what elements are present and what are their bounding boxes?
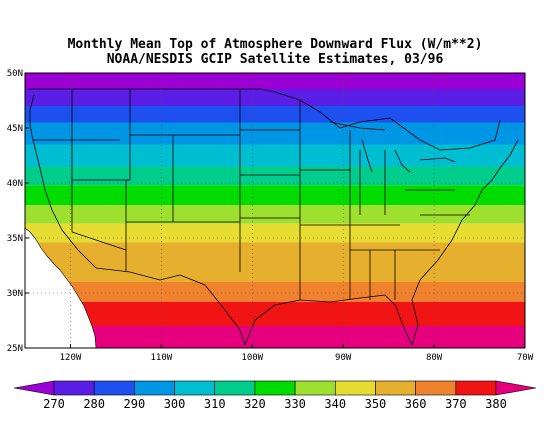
flux-band-2 — [25, 106, 525, 123]
lon-tick-label: 110W — [151, 353, 173, 363]
flux-band-4 — [25, 144, 525, 167]
map-title: Monthly Mean Top of Atmosphere Downward … — [67, 37, 483, 52]
flux-band-1 — [25, 89, 525, 106]
lon-tick-label: 70W — [517, 353, 534, 363]
map-borders — [28, 88, 519, 346]
colorbar-swatch — [174, 380, 216, 396]
pacific-ocean-mask — [25, 228, 96, 348]
map-subtitle: NOAA/NESDIS GCIP Satellite Estimates, 03… — [106, 52, 444, 67]
flux-bands — [25, 73, 525, 348]
colorbar-label: 360 — [405, 397, 427, 411]
colorbar-swatch — [53, 380, 95, 396]
flux-band-7 — [25, 205, 525, 224]
colorbar-swatch — [415, 380, 457, 396]
flux-band-11 — [25, 301, 525, 326]
lon-tick-label: 80W — [426, 353, 443, 363]
colorbar-swatch — [375, 380, 416, 396]
colorbar-max-arrow — [495, 380, 537, 396]
lat-tick-label: 40N — [7, 179, 23, 189]
flux-band-3 — [25, 122, 525, 145]
colorbar-swatch — [294, 380, 336, 396]
flux-band-9 — [25, 242, 525, 282]
colorbar-label: 290 — [124, 397, 146, 411]
colorbar-min-arrow — [13, 380, 55, 396]
colorbar-label: 320 — [244, 397, 266, 411]
colorbar: 270 280 290 300 310 320 330 340 350 360 370 380 — [13, 380, 537, 411]
map-ticks: 50N 45N 40N 35N 30N 25N 120W 110W 100W 90W 80W 70W — [7, 69, 534, 363]
lon-tick-label: 90W — [335, 353, 352, 363]
flux-band-6 — [25, 185, 525, 205]
flux-band-0 — [25, 73, 525, 90]
lat-tick-label: 30N — [7, 289, 23, 299]
colorbar-label: 370 — [445, 397, 467, 411]
flux-band-12 — [25, 326, 525, 348]
colorbar-label: 340 — [324, 397, 346, 411]
flux-band-5 — [25, 166, 525, 186]
colorbar-label: 380 — [485, 397, 507, 411]
map-gridlines — [25, 73, 525, 348]
lon-tick-label: 120W — [60, 353, 82, 363]
colorbar-swatch — [455, 380, 497, 396]
colorbar-label: 300 — [164, 397, 186, 411]
colorbar-label: 350 — [365, 397, 387, 411]
colorbar-label: 280 — [83, 397, 105, 411]
flux-band-10 — [25, 282, 525, 302]
lat-tick-label: 25N — [7, 344, 23, 354]
lat-tick-label: 35N — [7, 234, 23, 244]
colorbar-swatch — [134, 380, 175, 396]
colorbar-swatch — [254, 380, 296, 396]
flux-band-8 — [25, 223, 525, 243]
colorbar-label: 330 — [284, 397, 306, 411]
colorbar-label: 310 — [204, 397, 226, 411]
colorbar-swatch — [214, 380, 256, 396]
lat-tick-label: 50N — [7, 69, 23, 79]
colorbar-swatch — [334, 380, 376, 396]
colorbar-swatch — [93, 380, 135, 396]
colorbar-label: 270 — [43, 397, 65, 411]
pacific-data-edge — [24, 227, 97, 349]
lat-tick-label: 45N — [7, 124, 23, 134]
map-frame — [24, 72, 526, 349]
lon-tick-label: 100W — [241, 353, 263, 363]
